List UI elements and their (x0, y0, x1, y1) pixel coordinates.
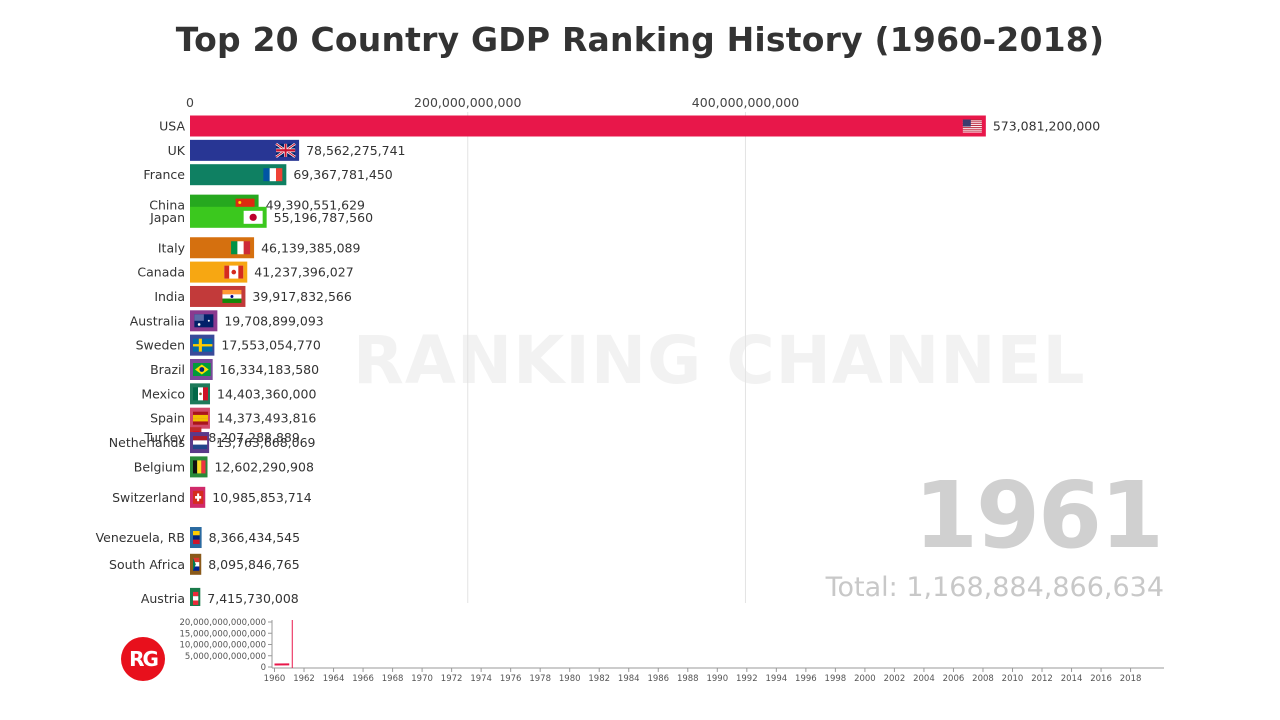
bar-category-label: Australia (130, 313, 185, 328)
bar-category-label: UK (168, 143, 186, 158)
channel-logo: RG (121, 637, 165, 681)
bar-value-label: 78,562,275,741 (306, 143, 405, 158)
bar-group-6: Canada 41,237,396,027 (137, 261, 354, 283)
bar-group-1: UK 78,562,275,741 (168, 139, 406, 161)
bar-group-7: India 39,917,832,566 (154, 285, 352, 307)
flag-icon (194, 314, 214, 328)
x-tick-label: 200,000,000,000 (414, 95, 521, 110)
bar-group-10: Brazil 16,334,183,580 (150, 359, 319, 380)
total-label: Total: 1,168,884,866,634 (825, 572, 1164, 603)
flag-icon (193, 411, 208, 425)
bar (190, 164, 287, 186)
bar-value-label: 8,366,434,545 (209, 530, 300, 545)
flag-icon (193, 387, 209, 401)
flag-icon (962, 119, 982, 133)
bar-value-label: 8,207,288,889 (208, 430, 299, 445)
bar-value-label: 39,917,832,566 (252, 289, 351, 304)
flag-icon (193, 436, 208, 450)
flag-icon (275, 142, 296, 158)
bar-value-label: 41,237,396,027 (254, 265, 353, 280)
flag-icon (224, 265, 244, 279)
bar-value-label: 49,390,551,629 (266, 198, 365, 213)
bar-category-label: Japan (149, 210, 185, 225)
bar-category-label: Venezuela, RB (96, 530, 185, 545)
bar (190, 115, 986, 137)
bar-value-label: 14,373,493,816 (217, 411, 316, 426)
bar-category-label: Austria (141, 591, 185, 606)
flag-icon (263, 168, 283, 182)
bar-value-label: 7,415,730,008 (207, 591, 298, 606)
bar-value-label: 12,602,290,908 (215, 459, 314, 474)
flag-icon (193, 363, 211, 376)
bar-category-label: USA (159, 119, 185, 134)
bar-category-label: Belgium (134, 459, 185, 474)
bar-category-label: China (149, 198, 185, 213)
bar-category-label: Mexico (141, 386, 185, 401)
bar-category-label: Sweden (136, 338, 185, 353)
bar-category-label: France (143, 167, 185, 182)
bar-category-label: Turkey (143, 430, 185, 445)
flag-icon (193, 338, 213, 352)
bar-category-label: Italy (158, 240, 186, 255)
bar-group-17: Venezuela, RB 8,366,434,545 (96, 527, 300, 549)
bar-value-label: 19,708,899,093 (224, 313, 323, 328)
bar-group-8: Australia 19,708,899,093 (130, 310, 324, 332)
bar (190, 139, 300, 161)
year-label: 1961 (913, 462, 1164, 569)
flag-icon (231, 241, 251, 255)
bar-group-18: South Africa 8,095,846,765 (109, 553, 300, 575)
bar-value-label: 8,095,846,765 (208, 557, 299, 572)
bar-value-label: 17,553,054,770 (221, 338, 320, 353)
watermark: RANKING CHANNEL (353, 322, 1086, 399)
flag-icon (193, 531, 200, 545)
bar-value-label: 69,367,781,450 (293, 167, 392, 182)
bar-value-label: 16,334,183,580 (220, 362, 319, 377)
x-tick-label: 400,000,000,000 (692, 95, 799, 110)
bar-category-label: India (154, 289, 185, 304)
page-title: Top 20 Country GDP Ranking History (1960… (175, 20, 1105, 59)
bar-category-label: Spain (150, 411, 185, 426)
bar-category-label: Brazil (150, 362, 185, 377)
bar-value-label: 10,985,853,714 (212, 490, 311, 505)
flag-icon (193, 557, 200, 571)
flag-icon (222, 289, 242, 303)
x-tick-label: 0 (186, 95, 194, 110)
bar-category-label: Netherlands (109, 435, 185, 450)
bar-category-label: South Africa (109, 557, 185, 572)
bar-group-19: Austria 7,415,730,008 (141, 587, 299, 606)
bar-group-14: Netherlands 13,763,668,069 (109, 432, 316, 454)
bar-group-15: Belgium 12,602,290,908 (134, 456, 314, 478)
flag-icon (243, 210, 263, 224)
bar-category-label: Canada (137, 265, 185, 280)
bar-group-11: Mexico 14,403,360,000 (141, 383, 316, 405)
flag-icon (193, 591, 199, 605)
bar-group-9: Sweden 17,553,054,770 (136, 334, 321, 356)
bar-value-label: 46,139,385,089 (261, 240, 360, 255)
bar-category-label: Switzerland (112, 490, 185, 505)
bar-value-label: 13,763,668,069 (216, 435, 315, 450)
bar-value-label: 14,403,360,000 (217, 386, 316, 401)
flag-icon (193, 490, 204, 504)
bar-group-16: Switzerland 10,985,853,714 (112, 486, 312, 508)
bar-value-label: 55,196,787,560 (274, 210, 373, 225)
flag-icon (193, 460, 206, 474)
bar-group-12: Spain 14,373,493,816 (150, 407, 316, 429)
bar-group-4: Japan 55,196,787,560 (149, 206, 373, 228)
bar-group-5: Italy 46,139,385,089 (158, 237, 361, 259)
bar-group-0: USA 573,081,200,000 (159, 115, 1100, 137)
bar-group-2: France 69,367,781,450 (143, 164, 393, 186)
bar-value-label: 573,081,200,000 (993, 119, 1100, 134)
